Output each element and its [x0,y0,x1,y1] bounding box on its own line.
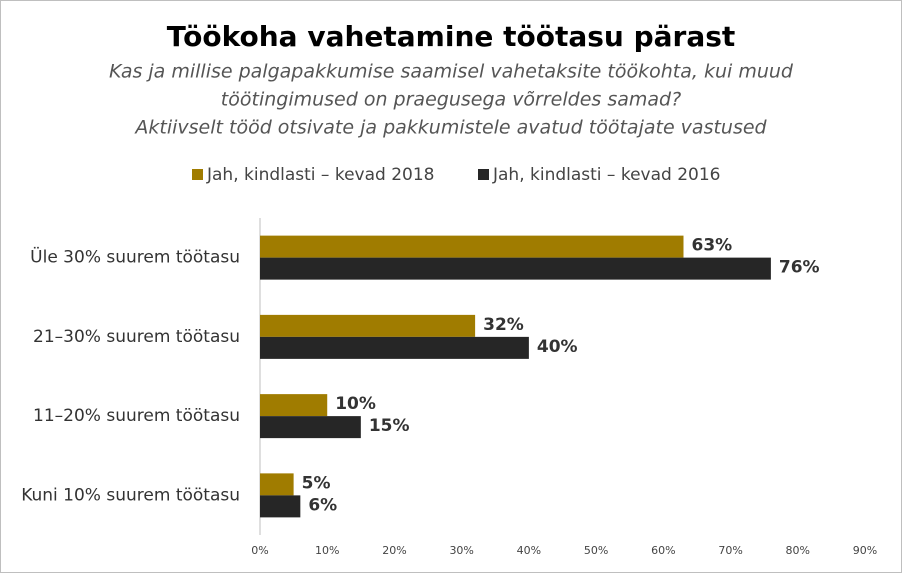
value-label: 63% [692,236,733,256]
x-tick-label: 70% [718,544,742,557]
chart-subtitle: töötingimused on praegusega võrreldes sa… [221,89,681,111]
value-label: 32% [483,315,524,335]
bar [260,394,328,417]
value-label: 10% [335,394,376,414]
legend-swatch [478,169,489,180]
legend-swatch [192,169,203,180]
value-label: 5% [302,473,331,493]
x-tick-label: 90% [853,544,877,557]
value-label: 76% [779,258,820,278]
bar [260,495,301,518]
bar [260,257,771,280]
value-label: 6% [308,495,337,515]
y-tick-label: 11–20% suurem töötasu [33,406,240,426]
x-tick-label: 60% [651,544,675,557]
value-label: 15% [369,416,410,436]
chart-subtitle: Kas ja millise palgapakkumise saamisel v… [109,61,794,83]
bar [260,235,684,258]
legend-label: Jah, kindlasti – kevad 2018 [206,165,434,185]
x-tick-label: 30% [449,544,473,557]
y-tick-label: Kuni 10% suurem töötasu [21,485,240,505]
chart-subtitle: Aktiivselt tööd otsivate ja pakkumistele… [133,117,767,139]
y-tick-label: 21–30% suurem töötasu [33,327,240,347]
x-tick-label: 50% [584,544,608,557]
legend-label: Jah, kindlasti – kevad 2016 [492,165,720,185]
x-tick-label: 40% [517,544,541,557]
x-tick-label: 20% [382,544,406,557]
bar [260,416,361,439]
chart-title: Töökoha vahetamine töötasu pärast [167,20,736,53]
bar [260,314,476,337]
bar [260,336,529,359]
bar [260,473,294,496]
x-tick-label: 10% [315,544,339,557]
y-tick-label: Üle 30% suurem töötasu [30,246,240,268]
value-label: 40% [537,337,578,357]
x-tick-label: 80% [786,544,810,557]
x-tick-label: 0% [251,544,268,557]
